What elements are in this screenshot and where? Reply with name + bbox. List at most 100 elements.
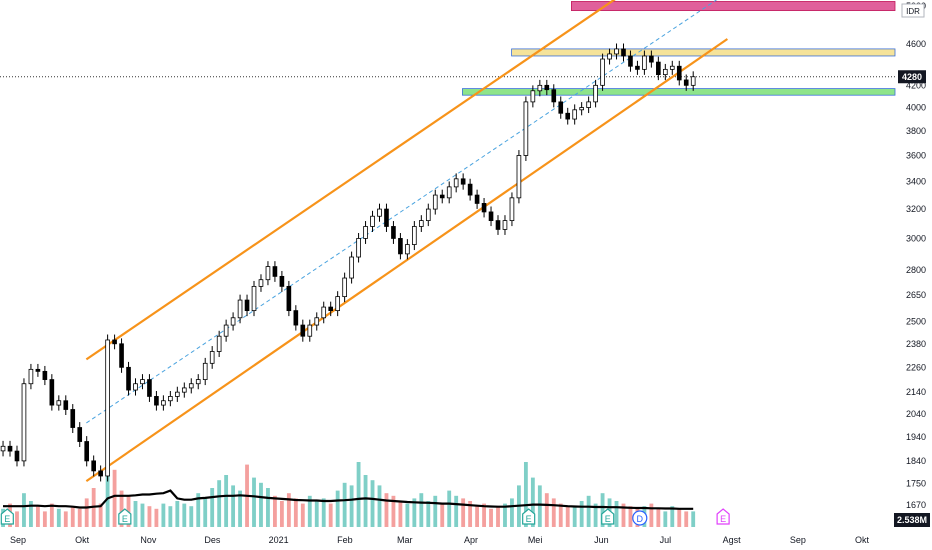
x-tick-label: Okt <box>855 535 870 545</box>
candle-body <box>7 445 13 452</box>
volume-bar <box>77 508 82 527</box>
y-tick-label: 2260 <box>906 362 926 372</box>
volume-bar <box>363 475 368 527</box>
earnings-marker[interactable]: E <box>522 508 536 525</box>
candle-body <box>293 310 299 326</box>
earnings-marker[interactable]: E <box>716 508 730 525</box>
candle <box>70 404 76 434</box>
volume-bar <box>384 493 389 527</box>
marker-shape <box>601 508 615 525</box>
candle <box>168 391 173 407</box>
price-zone[interactable] <box>462 88 896 96</box>
candle <box>537 79 543 97</box>
candle-body <box>370 215 375 227</box>
volume-bar <box>22 493 26 527</box>
candle <box>607 48 612 65</box>
candle-body <box>328 306 334 312</box>
marker-shape <box>0 508 14 525</box>
volume-bar <box>370 480 375 527</box>
candle <box>188 378 194 394</box>
candle-body <box>265 266 271 281</box>
candle-body <box>209 351 215 364</box>
candle-body <box>509 197 515 221</box>
candle-body <box>586 101 591 108</box>
candle-body <box>161 400 166 406</box>
volume-bar <box>259 482 263 527</box>
volume-bar <box>419 493 424 527</box>
volume-bar <box>447 490 452 527</box>
currency-label: IDR <box>906 7 920 16</box>
candle <box>321 301 327 324</box>
time-axis[interactable]: Sep Okt Nov Des 2021 Feb Mar Apr Mei Jun Jul Agst Se… <box>10 535 870 545</box>
candle-body <box>335 296 340 312</box>
volume-bar <box>600 493 605 527</box>
candle-body <box>460 178 466 185</box>
candle <box>405 239 410 260</box>
volume-bar <box>503 503 507 527</box>
candle-body <box>237 299 243 319</box>
volume-bar <box>231 485 236 527</box>
channel-midline <box>86 0 718 424</box>
volume-bars <box>1 459 696 527</box>
candle-body <box>405 244 410 255</box>
candle <box>35 363 41 377</box>
marker-label: E <box>720 514 726 524</box>
y-tick-label: 3200 <box>906 204 926 214</box>
candle <box>223 319 229 342</box>
candle <box>565 107 571 125</box>
x-tick-label: Apr <box>464 535 478 545</box>
candle <box>614 43 619 60</box>
candle-body <box>572 109 578 120</box>
candle-body <box>551 89 557 103</box>
volume-bar <box>440 503 445 527</box>
dividend-marker[interactable]: D <box>632 510 648 526</box>
volume-bar <box>56 508 61 527</box>
earnings-marker[interactable]: E <box>601 508 615 525</box>
y-tick-label: 3600 <box>906 150 926 160</box>
candle-body <box>544 84 550 91</box>
marker-label: E <box>526 514 532 524</box>
y-tick-label: 2500 <box>906 316 926 326</box>
candle <box>112 334 117 350</box>
volume-bar <box>210 488 215 527</box>
candle <box>154 391 159 411</box>
candle <box>690 71 696 91</box>
y-tick-label: 1750 <box>906 479 926 489</box>
x-tick-label: Des <box>204 535 221 545</box>
candle <box>209 346 215 369</box>
candle-body <box>98 470 103 477</box>
y-tick-label: 2140 <box>906 387 926 397</box>
candle <box>279 270 285 292</box>
candle <box>272 261 278 282</box>
volume-bar <box>489 508 493 527</box>
volume-bar <box>300 503 305 527</box>
x-tick-label: Feb <box>337 535 353 545</box>
channel-upper-line[interactable] <box>85 0 631 361</box>
price-zone[interactable] <box>571 1 896 11</box>
earnings-marker[interactable]: E <box>0 508 14 525</box>
candle <box>432 189 438 215</box>
earnings-marker[interactable]: E <box>118 508 132 525</box>
candle-body <box>84 441 90 462</box>
volume-bar <box>335 490 340 527</box>
candle <box>286 280 292 317</box>
candle <box>467 178 473 201</box>
channel-lower-line[interactable] <box>85 38 729 483</box>
volume-bar <box>154 508 159 527</box>
candle-body <box>195 379 201 385</box>
candle <box>98 465 103 482</box>
candle <box>544 79 550 96</box>
last-price-label: 4280 <box>902 72 922 82</box>
candle <box>516 150 522 204</box>
volume-bar <box>544 493 549 527</box>
volume-bar <box>691 511 696 527</box>
x-tick-label: Jun <box>594 535 609 545</box>
candle <box>21 378 27 467</box>
price-axis[interactable]: 5000460042004000380036003400320030002800… <box>906 1 926 510</box>
candle-body <box>488 211 494 221</box>
candle <box>481 197 487 218</box>
x-tick-label: Sep <box>10 535 26 545</box>
candle-body <box>140 379 145 385</box>
